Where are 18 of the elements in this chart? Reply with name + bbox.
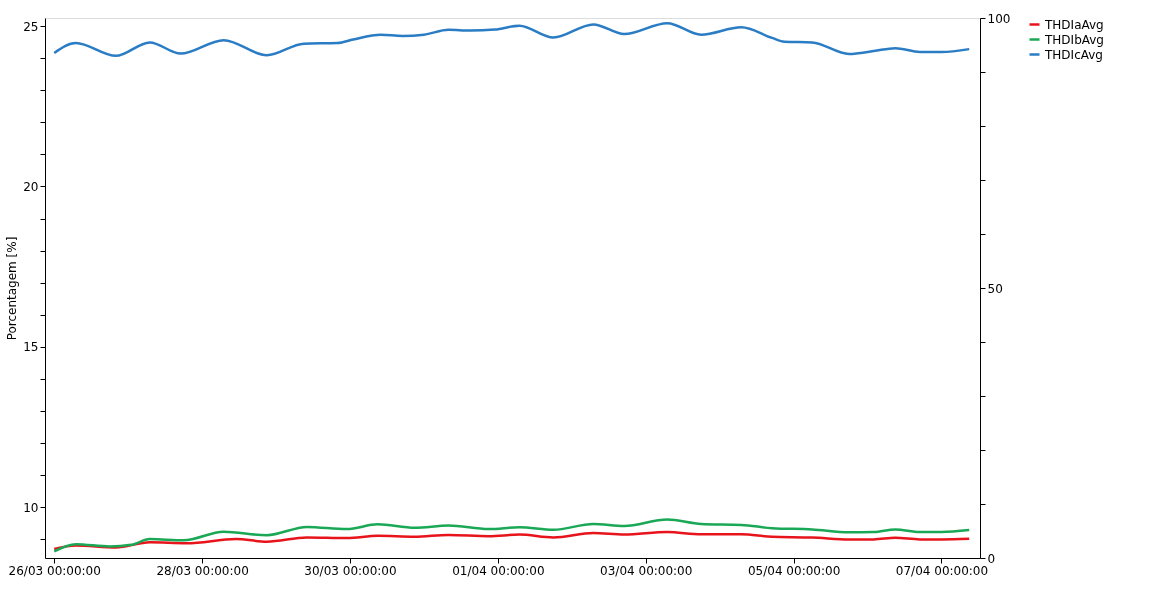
y2-tick-label: 50 (987, 281, 1003, 296)
x-tick-label: 30/03 00:00:00 (304, 563, 397, 578)
legend-label: THDIbAvg (1044, 32, 1104, 47)
y-tick-label: 10 (23, 500, 39, 515)
x-tick-label: 26/03 00:00:00 (8, 563, 101, 578)
y2-tick-label: 100 (987, 11, 1011, 26)
x-tick-label: 01/04 00:00:00 (452, 563, 545, 578)
y-axis-title: Porcentagem [%] (5, 236, 20, 341)
x-tick-label: 05/04 00:00:00 (747, 563, 841, 578)
y-tick-label: 25 (23, 19, 39, 34)
x-tick-label: 07/04 00:00:00 (895, 563, 989, 578)
y-tick-label: 20 (23, 179, 39, 194)
y-tick-label: 15 (23, 340, 39, 355)
x-tick-label: 28/03 00:00:00 (156, 563, 249, 578)
legend-label: THDIcAvg (1044, 47, 1103, 62)
legend-label: THDIaAvg (1044, 17, 1104, 32)
x-tick-label: 03/04 00:00:00 (600, 563, 693, 578)
y2-tick-label: 0 (987, 551, 996, 566)
